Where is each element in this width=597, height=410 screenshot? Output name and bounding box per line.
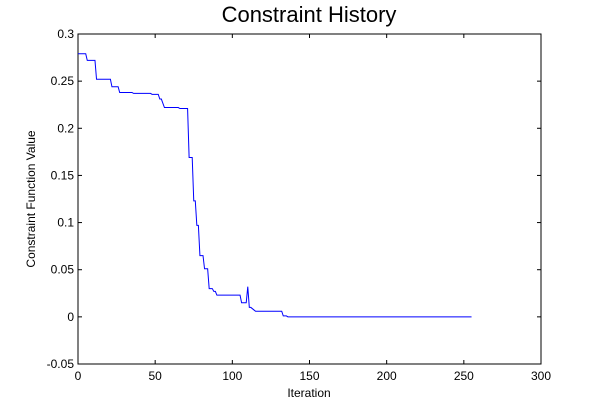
y-tick-label: 0.05 [51, 263, 75, 277]
x-tick-label: 300 [531, 369, 551, 383]
x-tick-label: 200 [377, 369, 397, 383]
y-axis-label: Constraint Function Value [24, 130, 38, 268]
y-tick-label: 0 [67, 310, 74, 324]
x-tick-label: 150 [299, 369, 319, 383]
chart-title: Constraint History [222, 2, 397, 27]
y-tick-label: 0.3 [57, 27, 74, 41]
x-tick-label: 250 [454, 369, 474, 383]
y-tick-label: -0.05 [47, 357, 75, 371]
x-axis: 0 50 100 150 200 250 300 [75, 34, 551, 383]
y-tick-label: 0.15 [51, 168, 75, 182]
y-tick-label: 0.1 [57, 216, 74, 230]
x-tick-label: 50 [148, 369, 162, 383]
y-tick-label: 0.2 [57, 121, 74, 135]
x-tick-label: 0 [75, 369, 82, 383]
x-axis-label: Iteration [287, 386, 330, 400]
x-tick-label: 100 [222, 369, 242, 383]
plot-area [77, 33, 542, 365]
series-line [78, 53, 472, 318]
y-tick-label: 0.25 [51, 74, 75, 88]
y-axis: -0.05 0 0.05 0.1 0.15 0.2 0.25 0.3 [47, 27, 541, 371]
